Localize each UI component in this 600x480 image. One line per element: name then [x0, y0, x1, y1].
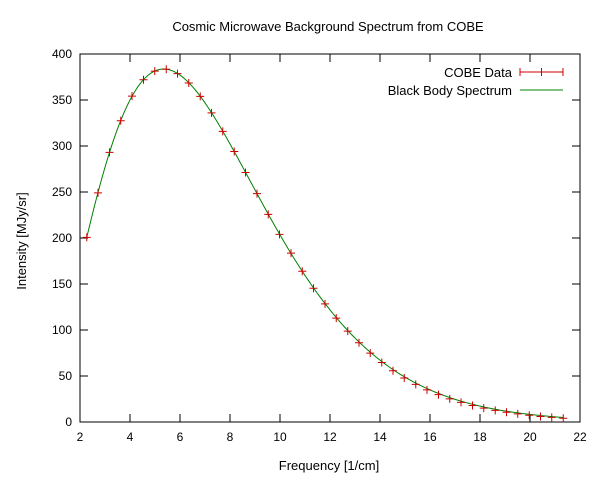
cobe-data-point [287, 249, 295, 258]
cobe-data-point [536, 412, 545, 421]
cobe-data-layer [82, 65, 568, 423]
black-body-curve-layer [86, 68, 564, 418]
cobe-data-point [184, 78, 193, 87]
y-tick-label: 350 [52, 93, 72, 107]
cobe-data-point [411, 380, 420, 389]
x-tick-label: 6 [177, 430, 184, 444]
cobe-data-point [94, 188, 102, 197]
cobe-data-point [105, 148, 114, 157]
cobe-data-point [457, 398, 465, 407]
cobe-data-point [479, 404, 488, 413]
y-tick-label: 300 [52, 139, 72, 153]
y-tick-label: 150 [52, 277, 72, 291]
x-tick-label: 16 [423, 430, 437, 444]
cobe-data-point [275, 230, 284, 239]
cobe-data-point [366, 349, 375, 358]
cobe-data-point [434, 390, 443, 399]
legend: COBE Data Black Body Spectrum [388, 65, 564, 98]
cobe-data-point [150, 67, 159, 76]
legend-label-cobe-data: COBE Data [444, 65, 513, 80]
cobe-data-point [377, 358, 386, 367]
cobe-data-point [491, 406, 500, 415]
cobe-data-point [253, 189, 261, 198]
cobe-data-point [207, 108, 216, 117]
cobe-data-point [82, 233, 91, 242]
cobe-data-point [230, 147, 239, 156]
cobe-data-point [355, 338, 363, 347]
y-axis-label: Intensity [MJy/sr] [14, 192, 29, 290]
x-tick-label: 10 [273, 430, 287, 444]
y-tick-label: 0 [65, 415, 72, 429]
cobe-data-point [264, 210, 273, 219]
legend-symbol-cobe-data [519, 68, 564, 76]
y-tick-label: 250 [52, 185, 72, 199]
cobe-data-point [445, 394, 454, 403]
x-axis-ticks: 2 4 6 8 10 12 14 16 18 20 22 [77, 54, 587, 444]
cobe-data-point [298, 267, 307, 276]
cobe-data-point [502, 408, 511, 417]
x-tick-label: 14 [373, 430, 387, 444]
cobe-data-point [173, 69, 182, 78]
x-tick-label: 4 [127, 430, 134, 444]
chart-title: Cosmic Microwave Background Spectrum fro… [172, 19, 484, 34]
cobe-data-point [423, 385, 431, 394]
x-tick-label: 22 [573, 430, 587, 444]
plot-frame [79, 53, 581, 423]
cobe-data-point [309, 284, 318, 293]
y-tick-label: 400 [52, 47, 72, 61]
black-body-curve [86, 68, 564, 418]
cobe-data-point [547, 413, 556, 422]
cobe-data-point [162, 65, 171, 74]
x-tick-label: 20 [523, 430, 537, 444]
cobe-data-point [389, 366, 397, 375]
cobe-data-point [559, 414, 568, 423]
cobe-data-point [116, 116, 125, 125]
y-axis-ticks: 0 50 100 150 200 250 300 350 400 [52, 47, 580, 429]
cobe-data-point [218, 127, 227, 136]
cobe-data-point [139, 75, 148, 84]
x-tick-label: 12 [323, 430, 337, 444]
x-tick-label: 8 [227, 430, 234, 444]
cobe-data-point [196, 92, 205, 101]
y-tick-label: 100 [52, 323, 72, 337]
cobe-data-point [525, 411, 534, 420]
x-tick-label: 2 [77, 430, 84, 444]
cobe-data-point [343, 327, 352, 336]
y-tick-label: 50 [59, 369, 73, 383]
legend-label-black-body: Black Body Spectrum [388, 83, 512, 98]
cobe-data-point [128, 92, 136, 101]
y-tick-label: 200 [52, 231, 72, 245]
cobe-data-point [400, 374, 409, 383]
x-axis-label: Frequency [1/cm] [279, 458, 379, 473]
cobe-data-point [321, 299, 329, 308]
cobe-data-point [332, 314, 341, 323]
cobe-data-point [513, 409, 522, 418]
cobe-data-point [241, 168, 250, 177]
cobe-data-point [468, 401, 477, 410]
x-tick-label: 18 [473, 430, 487, 444]
